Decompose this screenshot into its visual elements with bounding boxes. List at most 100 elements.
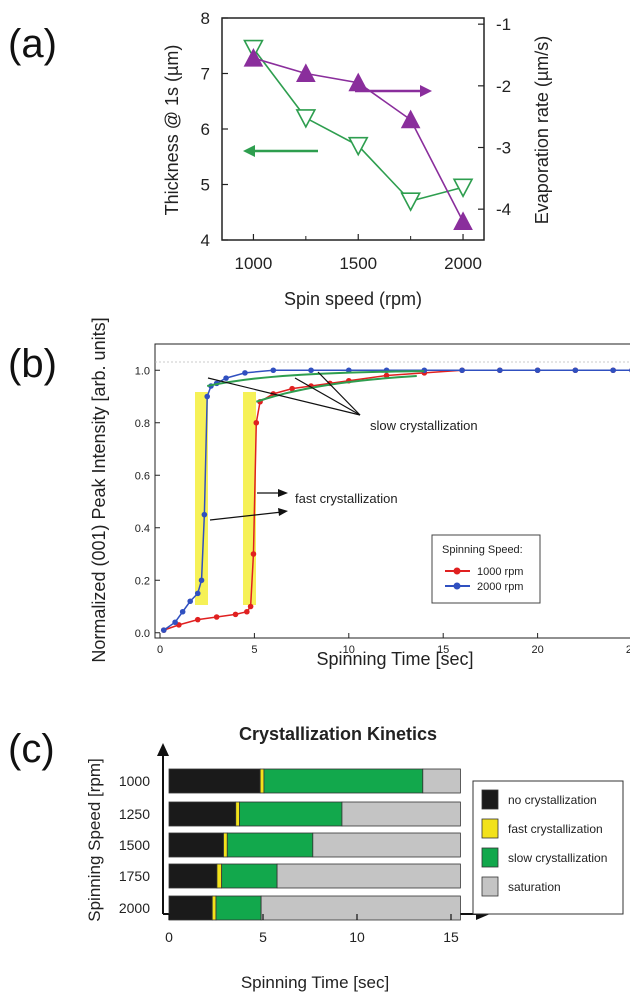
c-bar-segment [276, 863, 461, 889]
b-fit-curve-2000 [207, 370, 425, 387]
c-xtick-label: 15 [443, 929, 459, 945]
c-category-label: 1250 [119, 806, 150, 822]
c-legend-label: fast crystallization [508, 822, 603, 836]
b-ytick-label: 0.4 [135, 523, 150, 535]
b-xtick-label: 10 [343, 644, 355, 656]
c-bar-segment [312, 832, 461, 858]
a-series-line-0 [252, 48, 464, 203]
b-point-1 [270, 367, 277, 374]
c-legend-swatch [481, 876, 499, 897]
c-category-label: 1500 [119, 837, 150, 853]
c-legend-label: saturation [508, 880, 561, 894]
legend-title: Spinning Speed: [442, 544, 523, 556]
a-point-thickness [347, 136, 369, 157]
c-bar-segment [239, 801, 343, 827]
b-point-1 [172, 619, 178, 626]
a-point-thickness [295, 109, 317, 129]
chart-a-left-axis-arrowhead [243, 145, 255, 157]
a-yrtick-label: -2 [496, 77, 511, 96]
b-point-1 [198, 577, 205, 584]
c-legend-swatch [481, 818, 499, 839]
b-xtick-label: 0 [157, 644, 163, 656]
b-point-1 [572, 367, 579, 374]
b-point-0 [250, 551, 257, 557]
panel-label-a: (a) [8, 22, 57, 66]
c-bar-segment [226, 832, 314, 858]
c-bar-segment [259, 768, 265, 794]
chart-a-ylabel-left: Thickness @ 1s (µm) [162, 45, 182, 216]
fast-arrowhead-2 [278, 508, 288, 516]
panel-label-b: (b) [8, 342, 57, 386]
c-xtick-label: 10 [349, 929, 365, 945]
b-point-0 [247, 603, 254, 610]
slow-crystallization-label: slow crystallization [370, 418, 478, 433]
a-point-thickness [452, 178, 474, 198]
chart-a: Thickness @ 1s (µm) Evaporation rate (µm… [162, 9, 552, 309]
a-yltick-label: 5 [201, 176, 210, 195]
legend-1000: 1000 rpm [477, 566, 523, 578]
b-point-0 [289, 385, 295, 392]
c-legend-swatch [481, 847, 499, 868]
b-fit-curve-1000 [255, 375, 417, 403]
c-category-label: 1750 [119, 868, 150, 884]
chart-b-ylabel: Normalized (001) Peak Intensity [arb. un… [89, 317, 109, 662]
a-yrtick-label: -1 [496, 15, 511, 34]
a-point-evaporation [296, 63, 316, 82]
b-xtick-label: 25 [626, 644, 630, 656]
c-legend-swatch [481, 789, 499, 810]
a-xtick-label: 1500 [339, 254, 377, 273]
a-point-evaporation [453, 211, 473, 230]
c-category-label: 1000 [119, 773, 150, 789]
a-xtick-label: 2000 [444, 254, 482, 273]
chart-b: Normalized (001) Peak Intensity [arb. un… [89, 317, 630, 669]
b-ytick-label: 0.2 [135, 575, 150, 587]
c-bar-segment [223, 832, 228, 858]
chart-a-ylabel-right: Evaporation rate (µm/s) [532, 36, 552, 224]
c-bar-segment [263, 768, 424, 794]
chart-c: Crystallization Kinetics Spinning Speed … [85, 724, 624, 992]
b-ytick-label: 1.0 [135, 365, 150, 377]
b-point-1 [179, 608, 186, 615]
c-bar-segment [168, 832, 224, 858]
c-legend-label: slow crystallization [508, 851, 607, 865]
b-xtick-label: 5 [251, 644, 257, 656]
b-xtick-label: 20 [531, 644, 543, 656]
c-bar-segment [168, 895, 213, 921]
b-point-1 [610, 367, 616, 374]
a-yltick-label: 6 [201, 120, 210, 139]
b-point-0 [383, 372, 390, 379]
c-bar-segment [341, 801, 461, 827]
slow-crystallization-arrows [207, 371, 361, 416]
legend-marker-1000 [453, 567, 461, 575]
a-point-evaporation [243, 48, 264, 67]
chart-b-frame [154, 343, 630, 639]
c-bar-segment [211, 895, 217, 921]
chart-b-highlight-2000 [195, 392, 208, 605]
legend-2000: 2000 rpm [477, 581, 523, 593]
chart-c-xlabel: Spinning Time [sec] [241, 973, 389, 992]
c-bar-segment [422, 768, 461, 794]
b-point-1 [204, 393, 210, 400]
b-point-1 [308, 367, 314, 374]
fast-crystallization-label: fast crystallization [295, 491, 398, 506]
a-point-evaporation [400, 109, 421, 129]
fast-arrowhead-1 [278, 489, 288, 497]
c-bar-segment [168, 801, 237, 827]
a-yrtick-label: -3 [496, 139, 511, 158]
b-point-1 [497, 367, 503, 374]
b-point-1 [160, 627, 167, 633]
b-point-0 [244, 608, 250, 615]
c-xtick-label: 5 [259, 929, 267, 945]
c-bar-segment [168, 863, 218, 889]
b-point-1 [201, 511, 208, 518]
b-point-0 [194, 616, 201, 623]
b-xtick-label: 15 [437, 644, 449, 656]
c-bar-segment [168, 768, 261, 794]
b-point-1 [194, 590, 201, 597]
b-ytick-label: 0.0 [135, 628, 150, 640]
chart-b-xlabel: Spinning Time [sec] [316, 649, 473, 669]
chart-c-y-arrowhead [157, 743, 169, 756]
legend-marker-2000 [453, 582, 461, 590]
a-yltick-label: 7 [201, 65, 210, 84]
